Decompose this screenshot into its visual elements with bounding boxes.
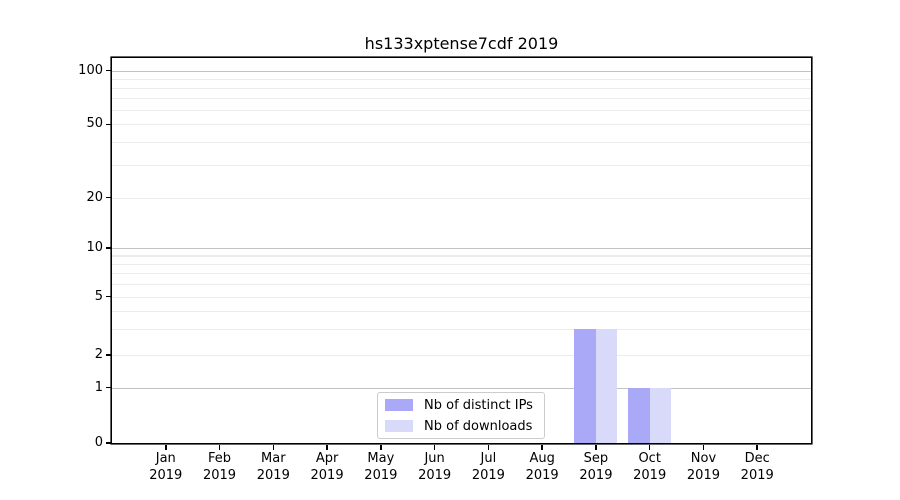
gridline-y-3	[112, 329, 811, 331]
bar-nb-of-distinct-ips-oct-2019	[628, 387, 650, 443]
gridline-y-10	[112, 248, 811, 250]
x-tick-label-jan-2019: Jan 2019	[134, 451, 198, 484]
legend-label-distinct-ips: Nb of distinct IPs	[424, 397, 533, 413]
x-tick-label-apr-2019: Apr 2019	[295, 451, 359, 484]
x-tick-mark-nov	[702, 445, 705, 450]
y-tick-label-2: 2	[94, 347, 103, 362]
y-tick-mark-1	[106, 386, 111, 389]
x-tick-label-sep-2019: Sep 2019	[564, 451, 628, 484]
gridline-y-30	[112, 165, 811, 167]
x-tick-year: 2019	[364, 467, 398, 483]
gridline-y-90	[112, 78, 811, 81]
x-tick-mark-mar	[272, 445, 275, 450]
y-tick-label-10: 10	[86, 240, 103, 255]
x-tick-year: 2019	[525, 467, 559, 483]
x-tick-month: Sep	[583, 451, 609, 466]
x-tick-month: May	[367, 451, 395, 466]
x-tick-month: Mar	[261, 451, 286, 466]
x-tick-year: 2019	[310, 467, 344, 483]
x-tick-mark-may	[380, 445, 382, 450]
x-tick-month: Jan	[155, 451, 176, 466]
x-tick-label-dec-2019: Dec 2019	[725, 451, 789, 484]
bar-nb-of-downloads-sep-2019	[595, 329, 618, 443]
gridline-y-7	[112, 273, 811, 275]
x-tick-mark-aug	[541, 445, 543, 450]
gridline-y-100	[112, 70, 811, 72]
x-tick-month: Oct	[638, 451, 661, 466]
y-tick-label-1: 1	[94, 379, 103, 395]
x-tick-mark-feb	[218, 445, 221, 450]
x-tick-mark-sep	[595, 445, 597, 450]
y-tick-label-50: 50	[86, 116, 103, 132]
x-tick-year: 2019	[418, 467, 452, 483]
x-tick-label-may-2019: May 2019	[349, 451, 413, 484]
y-tick-label-0: 0	[94, 435, 103, 450]
legend-label-downloads: Nb of downloads	[424, 418, 533, 434]
x-tick-year: 2019	[686, 467, 720, 483]
bar-nb-of-distinct-ips-sep-2019	[574, 329, 596, 443]
x-tick-mark-dec	[756, 445, 759, 450]
y-tick-mark-100	[106, 69, 111, 72]
gridline-y-80	[112, 87, 811, 90]
x-tick-month: Aug	[529, 451, 555, 466]
x-tick-label-oct-2019: Oct 2019	[618, 451, 682, 484]
x-tick-month: Feb	[208, 451, 232, 466]
x-tick-label-jun-2019: Jun 2019	[403, 451, 467, 484]
gridline-y-1	[112, 387, 811, 389]
y-tick-mark-50	[106, 123, 111, 126]
y-tick-label-100: 100	[78, 62, 103, 78]
x-tick-mark-jul	[487, 445, 490, 450]
gridline-y-9	[112, 255, 811, 257]
x-tick-label-aug-2019: Aug 2019	[510, 451, 574, 484]
y-tick-mark-2	[106, 354, 111, 356]
x-tick-month: Jul	[480, 451, 497, 466]
y-tick-mark-20	[106, 196, 111, 199]
legend-swatch-distinct-ips	[385, 399, 413, 411]
x-tick-mark-jun	[433, 445, 436, 450]
x-tick-month: Dec	[744, 451, 770, 466]
gridline-y-20	[112, 197, 811, 199]
x-tick-year: 2019	[471, 467, 505, 483]
x-tick-year: 2019	[256, 467, 290, 483]
x-tick-year: 2019	[202, 467, 237, 483]
legend-item-distinct-ips: Nb of distinct IPs	[385, 398, 544, 413]
y-tick-label-5: 5	[94, 288, 103, 304]
x-tick-mark-apr	[326, 445, 328, 450]
y-tick-mark-5	[106, 295, 111, 298]
legend-item-downloads: Nb of downloads	[385, 419, 544, 434]
bar-nb-of-downloads-oct-2019	[649, 387, 672, 443]
chart-title: hs133xptense7cdf 2019	[364, 34, 559, 53]
x-tick-year: 2019	[633, 467, 667, 483]
legend-swatch-downloads	[385, 420, 413, 432]
gridline-y-60	[112, 110, 811, 112]
gridline-y-8	[112, 263, 811, 265]
y-tick-label-20: 20	[86, 189, 103, 205]
x-tick-label-mar-2019: Mar 2019	[241, 451, 305, 484]
gridline-y-6	[112, 283, 811, 286]
gridline-y-4	[112, 310, 811, 313]
x-tick-year: 2019	[740, 467, 774, 483]
x-tick-year: 2019	[579, 467, 613, 483]
x-tick-label-jul-2019: Jul 2019	[456, 451, 520, 484]
legend: Nb of distinct IPs Nb of downloads	[377, 392, 545, 439]
gridline-y-40	[112, 142, 811, 144]
x-tick-mark-oct	[648, 445, 651, 450]
y-tick-mark-10	[106, 247, 111, 249]
x-tick-month: Jun	[424, 451, 445, 466]
gridline-y-70	[112, 98, 811, 100]
x-tick-month: Apr	[315, 451, 339, 466]
x-tick-year: 2019	[149, 467, 183, 483]
x-tick-mark-jan	[164, 445, 167, 450]
x-tick-label-feb-2019: Feb 2019	[188, 451, 252, 484]
x-tick-month: Nov	[690, 451, 717, 466]
gridline-y-50	[112, 124, 811, 126]
x-tick-label-nov-2019: Nov 2019	[671, 451, 735, 484]
gridline-y-2	[112, 355, 811, 357]
plot-area	[112, 58, 811, 443]
gridline-y-5	[112, 296, 811, 298]
y-tick-mark-0	[106, 442, 111, 444]
